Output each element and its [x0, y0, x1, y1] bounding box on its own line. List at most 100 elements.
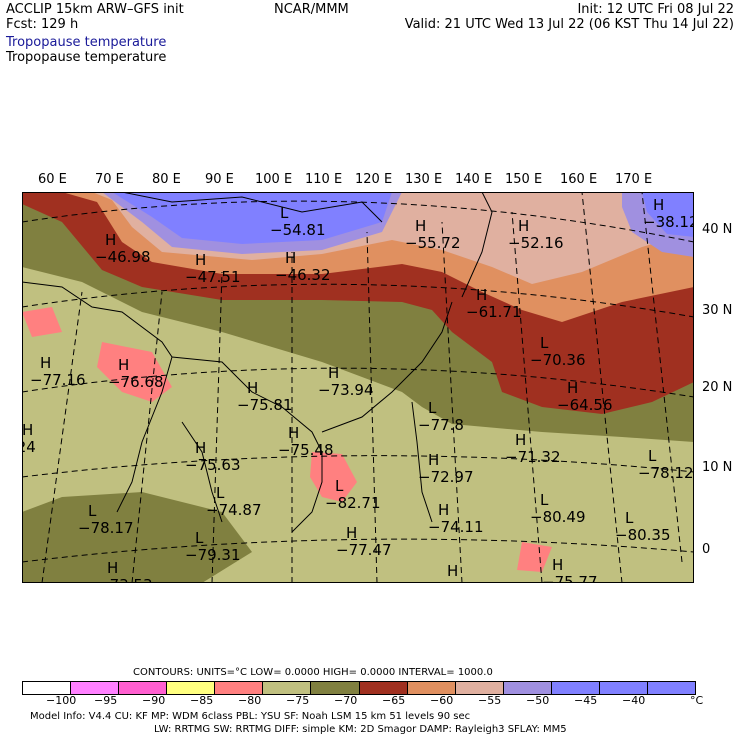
extremum-value: .24 — [22, 438, 36, 456]
extremum-value: −77.16 — [30, 371, 86, 389]
high-marker: H — [476, 286, 487, 304]
colorbar-swatch — [407, 682, 456, 694]
band-minus85-minus80-pacific — [517, 542, 552, 572]
extremum-value: −52.16 — [508, 234, 564, 252]
high-marker: H — [40, 354, 51, 372]
band-minus85-minus80-west — [22, 307, 62, 337]
colorbar-swatch — [311, 682, 360, 694]
extremum-value: −54.81 — [270, 221, 326, 239]
extremum-value: −78.17 — [78, 519, 134, 537]
high-marker: H — [447, 562, 458, 580]
extremum-value: −64.56 — [557, 396, 613, 414]
high-marker: H — [195, 439, 206, 457]
high-marker: H — [346, 524, 357, 542]
latitude-label: 40 N — [702, 222, 733, 237]
extremum-value: −78.12 — [638, 464, 694, 482]
extremum-value: −73.53 — [97, 576, 153, 583]
high-marker: H — [285, 249, 296, 267]
high-marker: H — [428, 451, 439, 469]
high-marker: H — [328, 364, 339, 382]
latitude-label: 30 N — [702, 303, 733, 318]
graticule-lines — [22, 192, 694, 583]
colorbar-tick-label: −70 — [334, 694, 358, 707]
longitude-label: 170 E — [615, 172, 653, 187]
forecast-hour: Fcst: 129 h — [6, 17, 79, 32]
colorbar-tick-label: −50 — [526, 694, 550, 707]
init-time: Init: 12 UTC Fri 08 Jul 22 — [577, 2, 734, 17]
extremum-value: −72.97 — [418, 468, 474, 486]
extrema-labels: H−46.98L−54.81H−47.51H−46.32H−55.72H−52.… — [22, 196, 694, 583]
longitude-label: 70 E — [95, 172, 124, 187]
extremum-value: −73.94 — [318, 381, 374, 399]
low-marker: L — [335, 477, 344, 495]
model-info-line1: Model Info: V4.4 CU: KF MP: WDM 6class P… — [30, 711, 471, 722]
longitude-label: 160 E — [560, 172, 598, 187]
high-marker: H — [415, 217, 426, 235]
high-marker: H — [247, 379, 258, 397]
contour-field-title: Tropopause temperature — [6, 50, 167, 65]
extremum-value: −47.51 — [185, 268, 241, 286]
longitude-label: 90 E — [205, 172, 234, 187]
colorbar-tick-label: −100 — [46, 694, 77, 707]
colorbar-tick-label: −40 — [622, 694, 646, 707]
latitude-label: 0 — [702, 542, 711, 557]
colored-field-title: Tropopause temperature — [6, 35, 167, 50]
colorbar-swatch — [551, 682, 600, 694]
low-marker: L — [648, 447, 657, 465]
longitude-label: 60 E — [38, 172, 67, 187]
tropopause-temperature-map: H−46.98L−54.81H−47.51H−46.32H−55.72H−52.… — [22, 192, 694, 583]
colorbar-swatch — [263, 682, 312, 694]
extremum-value: −74.87 — [206, 501, 262, 519]
colorbar-swatch — [455, 682, 504, 694]
model-title: ACCLIP 15km ARW–GFS init — [6, 2, 184, 17]
extremum-value: −75.48 — [278, 441, 334, 459]
low-marker: L — [428, 399, 437, 417]
extremum-value: −79.31 — [185, 546, 241, 564]
longitude-label: 150 E — [505, 172, 543, 187]
model-info-line2: LW: RRTMG SW: RRTMG DIFF: simple KM: 2D … — [154, 724, 567, 735]
band-minus85-minus80-india — [97, 342, 172, 402]
extremum-value: −70.36 — [530, 351, 586, 369]
longitude-label: 120 E — [355, 172, 393, 187]
colorbar-swatch — [167, 682, 216, 694]
longitude-label: 140 E — [455, 172, 493, 187]
longitude-label: 130 E — [405, 172, 443, 187]
contour-info: CONTOURS: UNITS=°C LOW= 0.0000 HIGH= 0.0… — [133, 667, 493, 678]
colorbar-tick-label: −80 — [238, 694, 262, 707]
high-marker: H — [567, 379, 578, 397]
high-marker: H — [107, 559, 118, 577]
map-frame — [22, 192, 694, 583]
high-marker: H — [105, 231, 116, 249]
high-marker: H — [438, 501, 449, 519]
extremum-value: −74.11 — [428, 518, 484, 536]
coastlines-borders — [22, 192, 493, 533]
high-marker: H — [653, 196, 664, 214]
low-marker: L — [625, 509, 634, 527]
extremum-value: −80.35 — [615, 526, 671, 544]
high-marker: H — [195, 251, 206, 269]
band-minus50-northeast — [642, 192, 694, 237]
extremum-value: −75.81 — [237, 396, 293, 414]
extremum-value: −55.72 — [405, 234, 461, 252]
colorbar-tick-label: −60 — [430, 694, 454, 707]
extremum-value: −82.71 — [325, 494, 381, 512]
high-marker: H — [118, 356, 129, 374]
longitude-label: 110 E — [305, 172, 343, 187]
colorbar-swatch — [119, 682, 168, 694]
colorbar-swatch — [503, 682, 552, 694]
colorbar-swatch — [215, 682, 264, 694]
extremum-value: −76.68 — [108, 373, 164, 391]
colorbar-tick-label: −95 — [94, 694, 118, 707]
low-marker: L — [540, 491, 549, 509]
colorbar-swatch — [71, 682, 120, 694]
low-marker: L — [88, 502, 97, 520]
colorbar-swatch — [359, 682, 408, 694]
colorbar-swatch — [648, 682, 696, 694]
low-marker: L — [216, 484, 225, 502]
longitude-label: 100 E — [255, 172, 293, 187]
extremum-value: −38.12 — [643, 213, 694, 231]
extremum-value: −71.32 — [505, 448, 561, 466]
extremum-value: −77.8 — [418, 416, 464, 434]
high-marker: H — [288, 424, 299, 442]
extremum-value: −77.47 — [336, 541, 392, 559]
